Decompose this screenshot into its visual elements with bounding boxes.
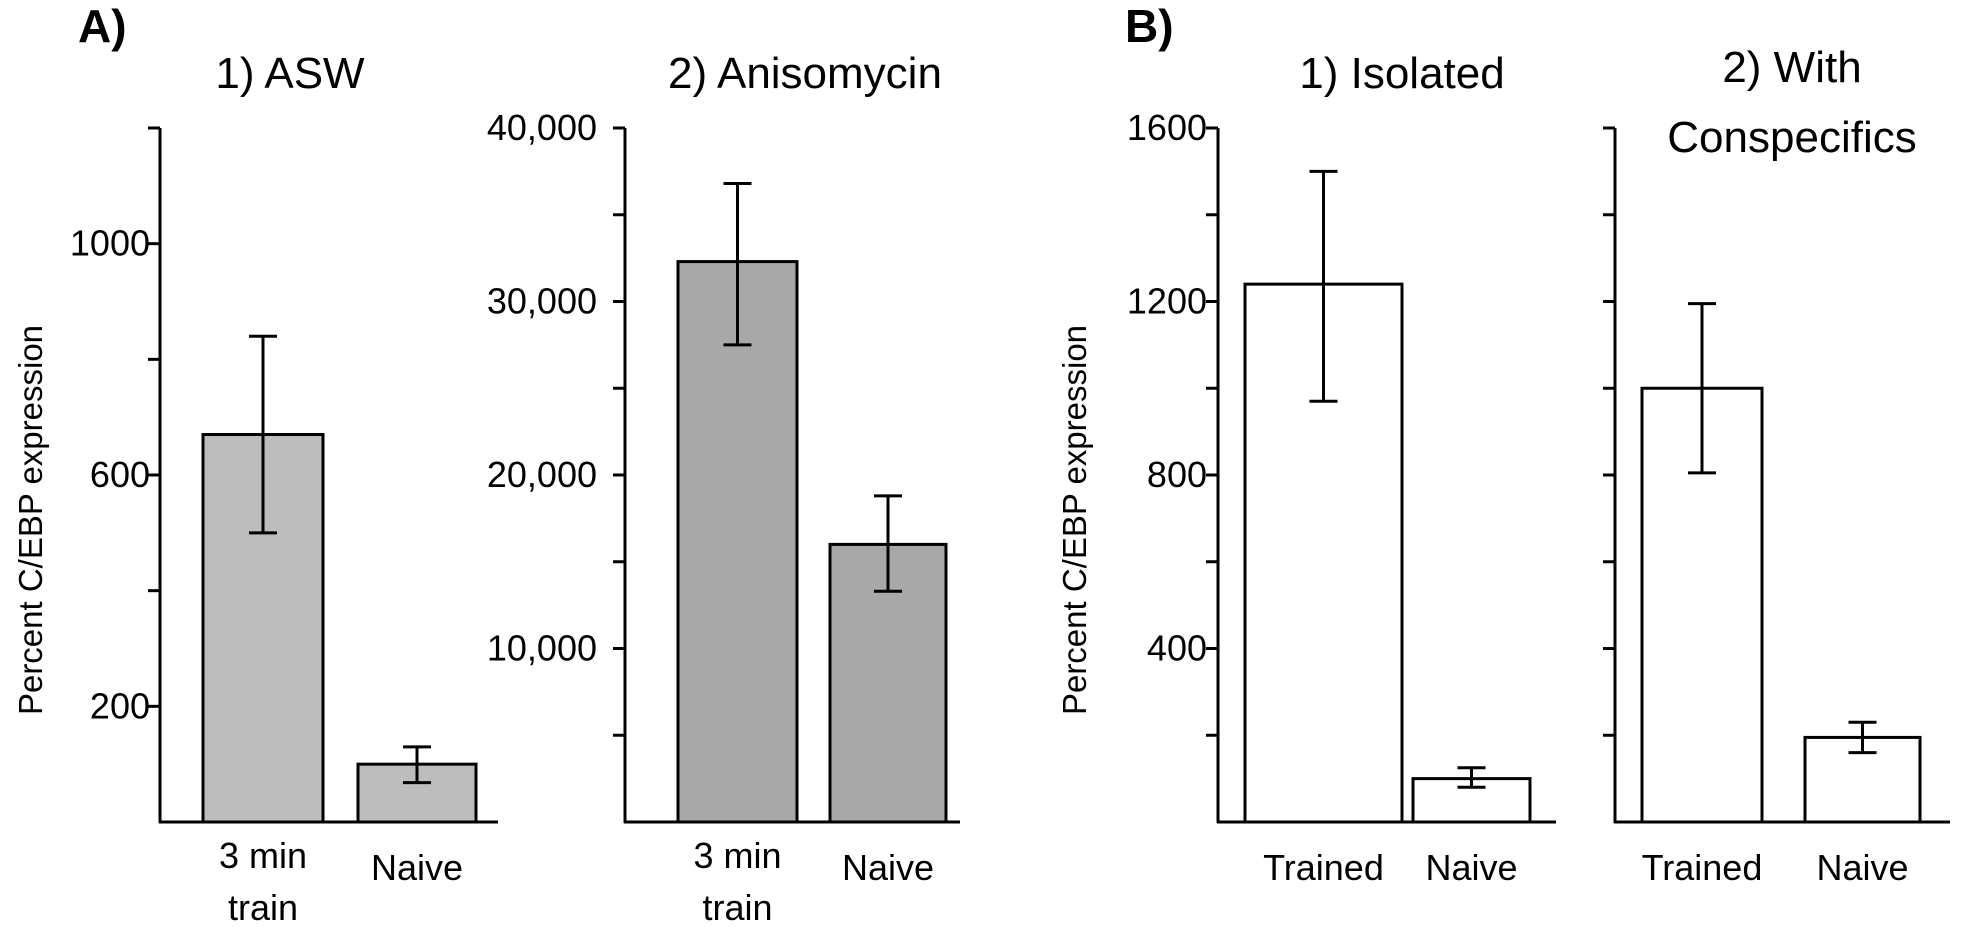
y-tick-label: 40,000 [487, 107, 597, 148]
category-label-line: train [228, 887, 298, 928]
y-tick-label: 1200 [1127, 281, 1207, 322]
category-label: Trained [1263, 847, 1384, 888]
category-label-line: 3 min [693, 835, 781, 876]
chart-1: 1) ASW Percent C/EBP expression 200 600 1000… [12, 49, 498, 928]
error-bar-2 [1457, 766, 1486, 789]
y-tick-label: 30,000 [487, 281, 597, 322]
panel-letter-a: A) [78, 0, 127, 52]
error-bar-2 [874, 494, 902, 593]
chart-title-line: 2) With [1722, 43, 1861, 92]
y-tick-label: 20,000 [487, 454, 597, 495]
category-label-line: 3 min [219, 835, 307, 876]
chart-2: 2) Anisomycin 10,000 20,000 30,000 40,000 3 m… [487, 49, 960, 928]
y-tick-label: 1000 [70, 223, 150, 264]
chart-title: 1) ASW [215, 49, 365, 98]
y-axis-label: Percent C/EBP expression [12, 325, 49, 715]
error-bar-2 [403, 745, 431, 785]
y-tick-label: 1600 [1127, 107, 1207, 148]
charts-layer: 1) ASW Percent C/EBP expression 200 600 1000… [12, 43, 1950, 928]
y-tick-label: 800 [1147, 454, 1207, 495]
chart-4: 2) With Conspecifics Trained Naive [1603, 43, 1950, 888]
y-tick-label: 10,000 [487, 628, 597, 669]
error-bar-1 [1309, 169, 1338, 403]
category-label: Naive [1425, 847, 1517, 888]
chart-title: 2) Anisomycin [668, 49, 942, 98]
bar-2 [1411, 777, 1532, 824]
y-tick-label: 600 [90, 454, 150, 495]
error-bar-1 [723, 182, 752, 347]
chart-title-line: Conspecifics [1667, 113, 1916, 162]
error-bar-1 [249, 334, 277, 535]
y-tick-label: 200 [90, 685, 150, 726]
category-label: Naive [371, 847, 463, 888]
category-label: Trained [1642, 847, 1763, 888]
category-label-line: train [702, 887, 772, 928]
error-bar-1 [1688, 302, 1716, 475]
chart-3: 1) Isolated Percent C/EBP expression 400 80… [1056, 49, 1556, 888]
panel-letter-b: B) [1125, 0, 1174, 52]
y-tick-label: 400 [1147, 628, 1207, 669]
error-bar-2 [1848, 720, 1877, 755]
y-axis-label: Percent C/EBP expression [1056, 325, 1093, 715]
chart-title: 1) Isolated [1299, 49, 1504, 98]
category-label: Naive [1816, 847, 1908, 888]
category-label: Naive [842, 847, 934, 888]
